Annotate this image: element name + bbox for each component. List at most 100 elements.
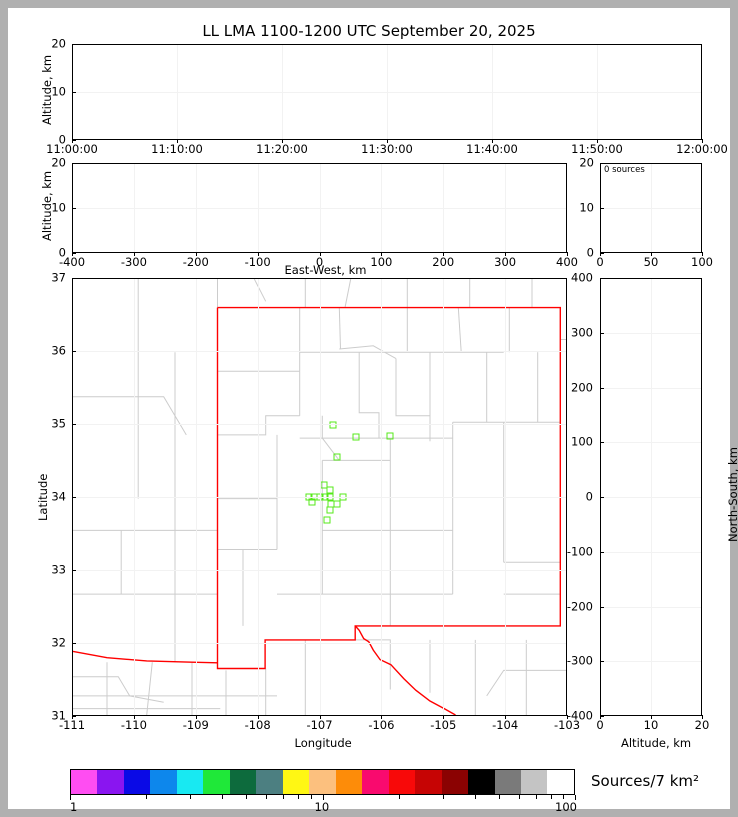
axis-tick bbox=[600, 253, 604, 254]
axis-tick-label: -103 bbox=[553, 718, 581, 732]
axis-tick bbox=[72, 163, 76, 164]
axis-tick-label: 0 bbox=[315, 255, 324, 269]
axis-tick-label: 20 bbox=[579, 155, 594, 170]
axis-tick-label: -104 bbox=[492, 718, 519, 732]
axis-tick-label-northsouth: 400 bbox=[571, 270, 593, 285]
colorbar-segment bbox=[520, 770, 548, 794]
axis-tick-label: 100 bbox=[370, 255, 393, 269]
axis-tick-label: -109 bbox=[182, 718, 209, 732]
gridline-horizontal bbox=[73, 424, 566, 425]
colorbar-minor-tick bbox=[298, 795, 300, 799]
axis-tick bbox=[381, 715, 383, 719]
colorbar-minor-tick bbox=[474, 795, 476, 799]
axis-tick bbox=[319, 715, 321, 719]
axis-label-longitude: Longitude bbox=[294, 736, 352, 750]
axis-tick-label: 10 bbox=[579, 200, 594, 215]
axis-tick-label: 0 bbox=[596, 255, 604, 269]
axis-tick-label-northsouth: -200 bbox=[566, 598, 593, 613]
axis-tick-label-northsouth: -400 bbox=[566, 708, 593, 723]
gridline-horizontal bbox=[73, 92, 701, 93]
axis-tick-label-northsouth: 100 bbox=[571, 434, 593, 449]
axis-label-altitude-x: Altitude, km bbox=[621, 736, 692, 750]
axis-tick-label: 0 bbox=[58, 132, 66, 147]
axis-tick-label: 0 bbox=[596, 718, 604, 732]
source-marker bbox=[326, 486, 334, 494]
axis-tick bbox=[72, 570, 76, 571]
colorbar-major-tick bbox=[322, 795, 324, 800]
axis-label-latitude: Latitude bbox=[36, 473, 50, 521]
axis-tick bbox=[492, 139, 493, 143]
axis-tick-label: -400 bbox=[58, 255, 86, 269]
colorbar-minor-tick bbox=[266, 795, 268, 799]
axis-tick bbox=[72, 208, 76, 209]
panel-northsouth-height[interactable] bbox=[600, 278, 702, 716]
axis-label-northsouth: North-South, km bbox=[726, 447, 738, 542]
axis-tick-label: 35 bbox=[51, 416, 66, 431]
colorbar-segment bbox=[335, 770, 363, 794]
colorbar-minor-tick bbox=[518, 795, 520, 799]
axis-tick bbox=[702, 139, 703, 143]
axis-tick-label: 20 bbox=[51, 155, 66, 170]
axis-tick-label: -100 bbox=[244, 255, 271, 269]
axis-tick bbox=[133, 252, 135, 256]
axis-tick bbox=[387, 139, 388, 143]
axis-tick-label: 12:00:00 bbox=[676, 142, 728, 156]
axis-tick bbox=[72, 643, 76, 644]
source-marker bbox=[352, 433, 360, 441]
axis-tick-label: 11:20:00 bbox=[256, 142, 308, 156]
axis-tick bbox=[600, 387, 604, 389]
source-marker bbox=[386, 432, 394, 440]
axis-tick-label: 200 bbox=[432, 255, 455, 269]
axis-tick-label: -106 bbox=[368, 718, 395, 732]
axis-tick bbox=[567, 252, 568, 256]
axis-tick bbox=[257, 715, 259, 719]
axis-tick bbox=[381, 252, 383, 256]
colorbar[interactable] bbox=[70, 769, 575, 795]
colorbar-major-tick bbox=[575, 795, 576, 800]
colorbar-segment bbox=[282, 770, 310, 794]
axis-tick bbox=[651, 252, 652, 256]
gridline-horizontal bbox=[73, 570, 566, 571]
axis-label-altitude: Altitude, km bbox=[40, 54, 54, 125]
axis-tick bbox=[72, 278, 76, 279]
axis-tick bbox=[600, 497, 604, 498]
colorbar-segment bbox=[547, 770, 574, 794]
axis-tick bbox=[600, 606, 604, 608]
colorbar-segment bbox=[468, 770, 495, 794]
axis-tick-label: -108 bbox=[244, 718, 271, 732]
colorbar-minor-tick bbox=[246, 795, 248, 799]
gridline-horizontal bbox=[73, 208, 566, 209]
axis-tick-label-northsouth: 200 bbox=[571, 379, 593, 394]
axis-tick bbox=[600, 278, 604, 279]
axis-tick bbox=[72, 92, 76, 93]
axis-tick-label: 11:40:00 bbox=[466, 142, 518, 156]
axis-tick-label: -105 bbox=[430, 718, 457, 732]
gridline-horizontal bbox=[73, 497, 566, 498]
axis-tick-label: 300 bbox=[494, 255, 517, 269]
panel-plan-view-map[interactable] bbox=[72, 278, 567, 716]
colorbar-major-tick bbox=[70, 795, 71, 800]
colorbar-segment bbox=[229, 770, 257, 794]
colorbar-minor-tick bbox=[146, 795, 147, 799]
axis-tick bbox=[597, 139, 598, 143]
source-marker bbox=[333, 500, 340, 508]
colorbar-segment bbox=[494, 770, 521, 794]
colorbar-tick-label: 1 bbox=[70, 800, 78, 814]
source-marker bbox=[308, 498, 316, 506]
axis-tick bbox=[443, 715, 445, 719]
axis-tick bbox=[257, 252, 259, 256]
axis-label-eastwest: East-West, km bbox=[284, 263, 367, 277]
panel-time-height[interactable] bbox=[72, 44, 702, 140]
axis-tick bbox=[600, 208, 604, 209]
panel-altitude-histogram[interactable]: 0 sources bbox=[600, 163, 702, 253]
colorbar-segment bbox=[256, 770, 283, 794]
axis-tick-label: 34 bbox=[51, 489, 66, 504]
axis-tick bbox=[505, 252, 507, 256]
axis-tick-label: 10 bbox=[643, 718, 659, 732]
panel-eastwest-height[interactable] bbox=[72, 163, 567, 253]
colorbar-minor-tick bbox=[442, 795, 444, 799]
colorbar-minor-tick bbox=[222, 795, 224, 799]
colorbar-minor-tick bbox=[190, 795, 192, 799]
sources-count-annotation: 0 sources bbox=[604, 165, 645, 175]
colorbar-segment bbox=[362, 770, 389, 794]
